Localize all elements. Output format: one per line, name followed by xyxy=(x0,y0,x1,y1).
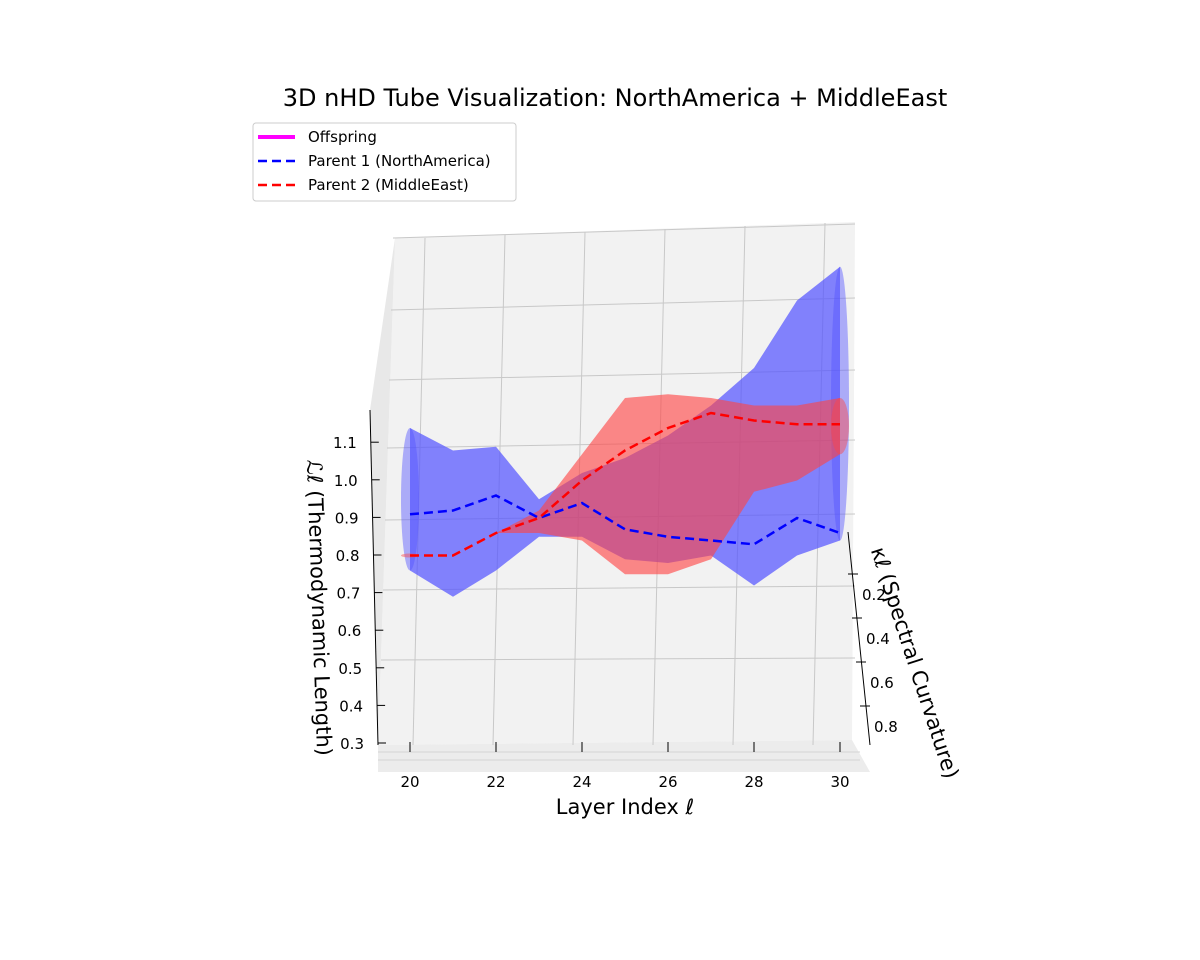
x-tick-label: 26 xyxy=(658,773,677,791)
z-tick-label: 0.3 xyxy=(340,735,364,753)
z-tick-label: 1.1 xyxy=(333,434,357,452)
y-tick-label: 0.8 xyxy=(874,718,898,736)
tube-cap xyxy=(401,428,419,571)
legend: Offspring Parent 1 (NorthAmerica) Parent… xyxy=(252,122,517,202)
z-ticks: 0.3 0.4 0.5 0.6 0.7 0.8 0.9 1.0 1.1 xyxy=(333,434,386,753)
x-tick-label: 20 xyxy=(400,773,419,791)
floor-pane xyxy=(378,740,870,772)
y-tick-label: 0.4 xyxy=(866,630,890,648)
line-parent2 xyxy=(410,411,840,557)
grid-line-z xyxy=(390,297,856,311)
chart-title: 3D nHD Tube Visualization: NorthAmerica … xyxy=(283,84,947,112)
y-axis-line xyxy=(847,531,871,746)
grid-line-z xyxy=(380,657,856,661)
legend-label-parent2: Parent 2 (MiddleEast) xyxy=(308,176,469,194)
tube-parent2 xyxy=(410,394,840,575)
z-tick-label: 0.6 xyxy=(337,622,361,640)
x-tick-label: 24 xyxy=(572,773,591,791)
grid-line-z xyxy=(392,223,856,239)
legend-label-offspring: Offspring xyxy=(308,128,377,146)
z-tick-label: 0.7 xyxy=(337,585,361,603)
legend-label-parent1: Parent 1 (NorthAmerica) xyxy=(308,152,491,170)
x-tick-label: 28 xyxy=(744,773,763,791)
tube-cap xyxy=(831,398,849,455)
line-parent1 xyxy=(409,494,841,546)
legend-box xyxy=(252,122,517,202)
y-tick-label: 0.6 xyxy=(870,674,894,692)
x-ticks: 20 22 24 26 28 30 xyxy=(400,742,850,791)
z-tick-label: 1.0 xyxy=(334,472,358,490)
z-axis-label: ℒℓ (Thermodynamic Length) xyxy=(302,459,336,756)
x-tick-label: 22 xyxy=(486,773,505,791)
z-tick-label: 0.9 xyxy=(335,509,359,527)
z-tick-label: 0.8 xyxy=(336,547,360,565)
x-axis-label: Layer Index ℓ xyxy=(556,795,694,819)
left-pane xyxy=(370,238,395,745)
y-tick-label: 0.2 xyxy=(862,586,886,604)
z-axis-line xyxy=(369,409,379,746)
z-tick-label: 0.5 xyxy=(338,660,362,678)
z-tick-label: 0.4 xyxy=(339,697,363,715)
x-tick-label: 30 xyxy=(830,773,849,791)
y-ticks: 0.2 0.4 0.6 0.8 xyxy=(848,573,898,736)
y-axis-label: κℓ (Spectral Curvature) xyxy=(866,544,964,782)
series-lines xyxy=(409,411,841,557)
